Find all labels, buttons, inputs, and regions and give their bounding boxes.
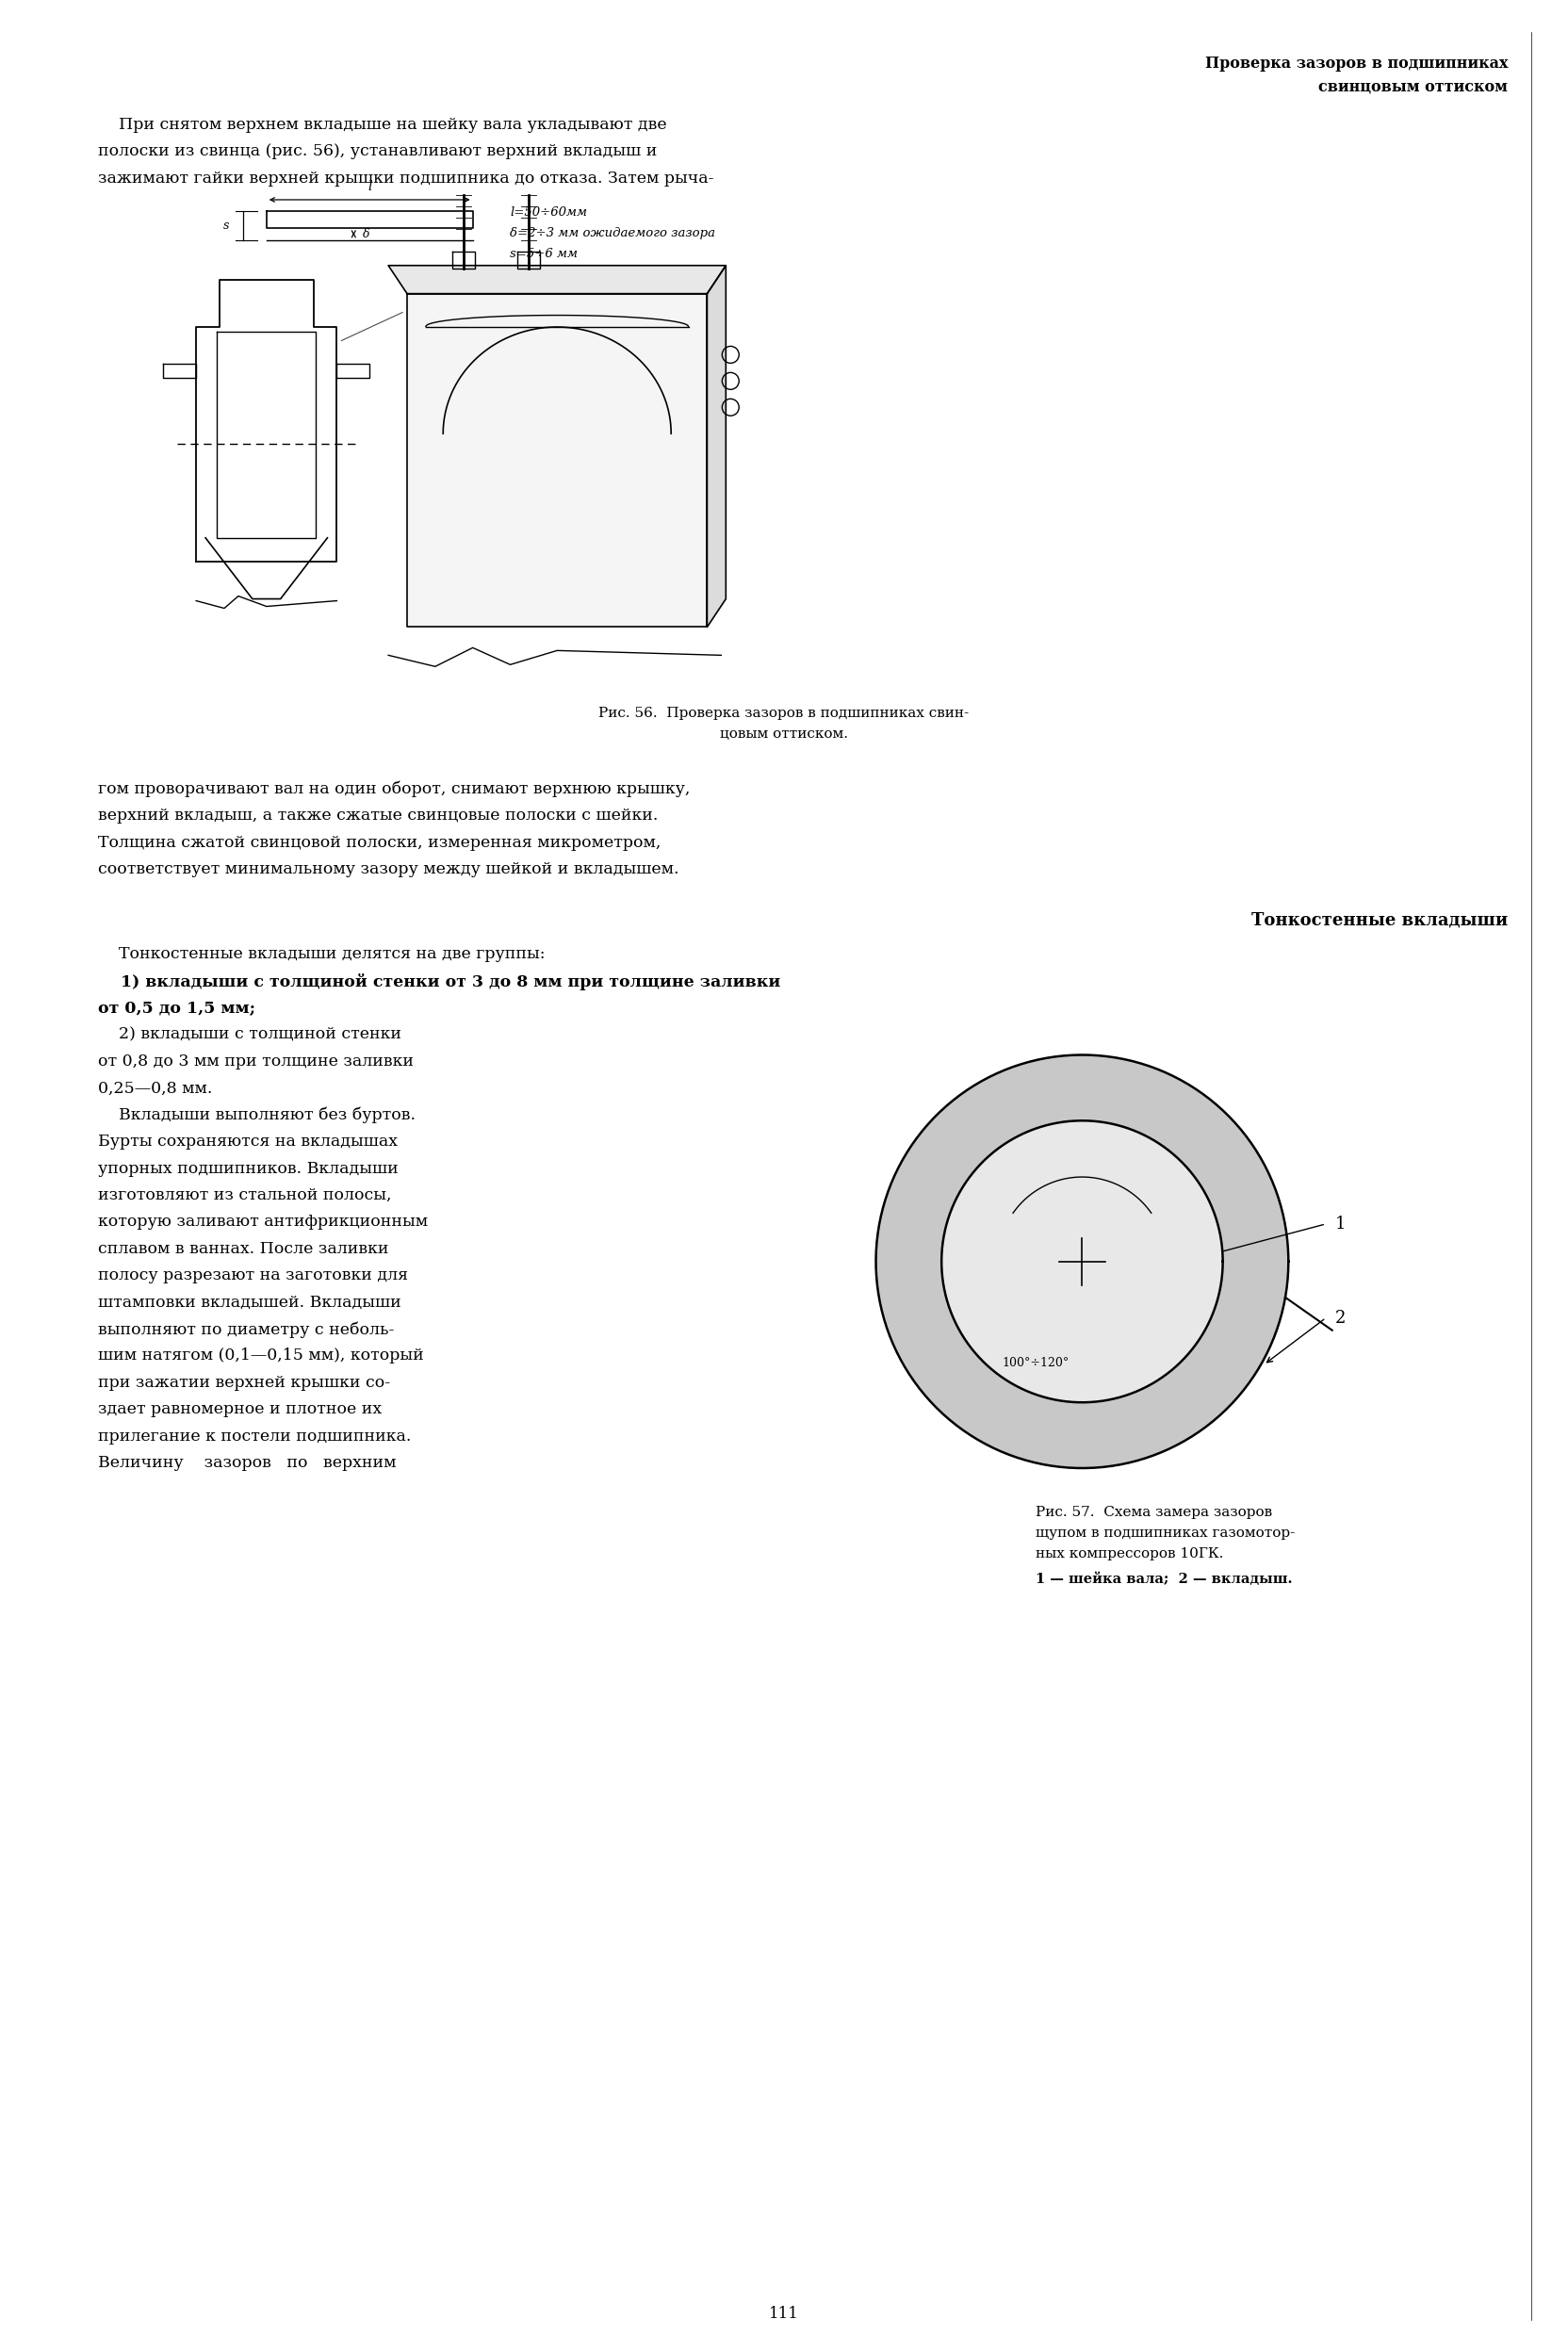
Text: цовым оттиском.: цовым оттиском. — [720, 727, 848, 741]
Text: от 0,5 до 1,5 мм;: от 0,5 до 1,5 мм; — [97, 1000, 256, 1016]
Text: Величину    зазоров   по   верхним: Величину зазоров по верхним — [97, 1456, 397, 1470]
Text: l: l — [367, 181, 372, 193]
Polygon shape — [877, 1056, 1289, 1468]
Text: которую заливают антифрикционным: которую заливают антифрикционным — [97, 1214, 428, 1230]
Text: полоски из свинца (рис. 56), устанавливают верхний вкладыш и: полоски из свинца (рис. 56), устанавлива… — [97, 143, 657, 160]
Text: s: s — [223, 219, 229, 233]
Text: выполняют по диаметру с неболь-: выполняют по диаметру с неболь- — [97, 1322, 394, 1338]
Polygon shape — [408, 294, 707, 628]
Text: прилегание к постели подшипника.: прилегание к постели подшипника. — [97, 1428, 411, 1444]
Text: 0,25—0,8 мм.: 0,25—0,8 мм. — [97, 1080, 212, 1096]
Text: 111: 111 — [768, 2305, 800, 2321]
Text: 2) вкладыши с толщиной стенки: 2) вкладыши с толщиной стенки — [97, 1028, 401, 1042]
Text: Вкладыши выполняют без буртов.: Вкладыши выполняют без буртов. — [97, 1108, 416, 1124]
Text: 1 — шейка вала;  2 — вкладыш.: 1 — шейка вала; 2 — вкладыш. — [1035, 1573, 1292, 1585]
Text: Проверка зазоров в подшипниках: Проверка зазоров в подшипниках — [1204, 56, 1508, 71]
Text: щупом в подшипниках газомотор-: щупом в подшипниках газомотор- — [1035, 1526, 1295, 1541]
Text: 100°÷120°: 100°÷120° — [1002, 1357, 1069, 1369]
Text: Бурты сохраняются на вкладышах: Бурты сохраняются на вкладышах — [97, 1134, 397, 1150]
Text: верхний вкладыш, а также сжатые свинцовые полоски с шейки.: верхний вкладыш, а также сжатые свинцовы… — [97, 807, 657, 823]
Text: s=5÷6 мм: s=5÷6 мм — [510, 247, 579, 259]
Text: При снятом верхнем вкладыше на шейку вала укладывают две: При снятом верхнем вкладыше на шейку вал… — [97, 118, 666, 132]
Text: при зажатии верхней крышки со-: при зажатии верхней крышки со- — [97, 1374, 390, 1390]
Text: Рис. 56.  Проверка зазоров в подшипниках свин-: Рис. 56. Проверка зазоров в подшипниках … — [599, 708, 969, 720]
Text: l=50÷60мм: l=50÷60мм — [510, 207, 588, 219]
Text: от 0,8 до 3 мм при толщине заливки: от 0,8 до 3 мм при толщине заливки — [97, 1054, 414, 1070]
Text: ных компрессоров 10ГК.: ных компрессоров 10ГК. — [1035, 1548, 1223, 1559]
Text: изготовляют из стальной полосы,: изготовляют из стальной полосы, — [97, 1188, 390, 1204]
Text: 1: 1 — [1336, 1216, 1347, 1232]
Text: штамповки вкладышей. Вкладыши: штамповки вкладышей. Вкладыши — [97, 1294, 401, 1310]
Text: δ: δ — [364, 228, 370, 240]
Text: Толщина сжатой свинцовой полоски, измеренная микрометром,: Толщина сжатой свинцовой полоски, измере… — [97, 835, 660, 851]
Text: свинцовым оттиском: свинцовым оттиском — [1319, 78, 1508, 94]
Text: шим натягом (0,1—0,15 мм), который: шим натягом (0,1—0,15 мм), который — [97, 1348, 423, 1364]
Text: зажимают гайки верхней крышки подшипника до отказа. Затем рыча-: зажимают гайки верхней крышки подшипника… — [97, 169, 713, 186]
Polygon shape — [941, 1120, 1223, 1402]
Text: δ=2÷3 мм ожидаемого зазора: δ=2÷3 мм ожидаемого зазора — [510, 228, 715, 240]
Text: Рис. 57.  Схема замера зазоров: Рис. 57. Схема замера зазоров — [1035, 1505, 1272, 1519]
Text: соответствует минимальному зазору между шейкой и вкладышем.: соответствует минимальному зазору между … — [97, 861, 679, 877]
Text: здает равномерное и плотное их: здает равномерное и плотное их — [97, 1402, 381, 1418]
Text: 2: 2 — [1336, 1310, 1345, 1327]
Polygon shape — [389, 266, 726, 294]
Text: гом проворачивают вал на один оборот, снимают верхнюю крышку,: гом проворачивают вал на один оборот, сн… — [97, 781, 690, 797]
Text: Тонкостенные вкладыши: Тонкостенные вкладыши — [1251, 913, 1508, 929]
Text: Тонкостенные вкладыши делятся на две группы:: Тонкостенные вкладыши делятся на две гру… — [97, 946, 544, 962]
Text: полосу разрезают на заготовки для: полосу разрезают на заготовки для — [97, 1268, 408, 1284]
Polygon shape — [707, 266, 726, 628]
Text: 1) вкладыши с толщиной стенки от 3 до 8 мм при толщине заливки: 1) вкладыши с толщиной стенки от 3 до 8 … — [97, 974, 781, 990]
Text: упорных подшипников. Вкладыши: упорных подшипников. Вкладыши — [97, 1160, 398, 1176]
Text: сплавом в ваннах. После заливки: сплавом в ваннах. После заливки — [97, 1242, 389, 1256]
